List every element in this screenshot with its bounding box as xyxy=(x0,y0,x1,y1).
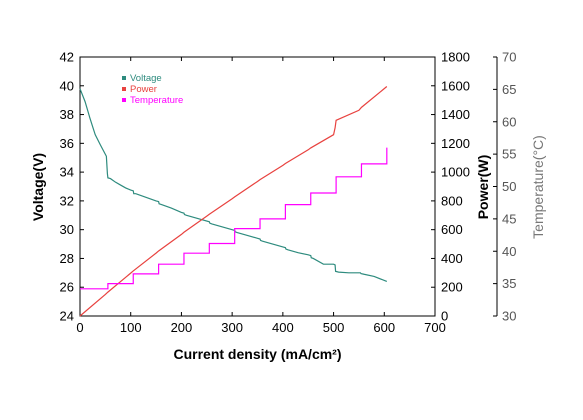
voltage-tick-label: 30 xyxy=(60,222,74,237)
legend-swatch-power xyxy=(122,87,126,91)
x-tick-label: 700 xyxy=(424,320,446,335)
legend-label-power: Power xyxy=(130,84,157,95)
power-tick-label: 200 xyxy=(441,280,463,295)
plot-frame xyxy=(79,56,436,317)
chart-axis-titles: Current density (mA/cm²) Voltage(V) Power(… xyxy=(30,135,546,362)
chart-series-layer xyxy=(79,86,388,317)
power-tick-label: 600 xyxy=(441,222,463,237)
x-axis-title: Current density (mA/cm²) xyxy=(173,346,341,362)
voltage-axis-title: Voltage(V) xyxy=(30,153,46,221)
power-tick-label: 1800 xyxy=(441,50,470,65)
x-tick-label: 400 xyxy=(272,320,294,335)
x-tick-label: 500 xyxy=(323,320,345,335)
voltage-tick-label: 28 xyxy=(60,251,74,266)
power-tick-label: 1200 xyxy=(441,136,470,151)
temperature-tick-label: 40 xyxy=(502,244,516,259)
power-tick-label: 400 xyxy=(441,251,463,266)
power-series-line xyxy=(79,86,388,317)
power-tick-label: 0 xyxy=(441,309,448,324)
x-tick-label: 0 xyxy=(76,320,83,335)
voltage-tick-label: 38 xyxy=(60,107,74,122)
voltage-tick-label: 40 xyxy=(60,78,74,93)
temperature-series-line xyxy=(80,147,388,290)
temperature-axis-title: Temperature(°C) xyxy=(530,135,546,239)
x-tick-label: 600 xyxy=(373,320,395,335)
voltage-series-line xyxy=(79,88,388,283)
voltage-tick-label: 24 xyxy=(60,309,74,324)
temperature-tick-label: 50 xyxy=(502,179,516,194)
voltage-tick-label: 36 xyxy=(60,136,74,151)
temperature-tick-label: 60 xyxy=(502,114,516,129)
temperature-tick-label: 70 xyxy=(502,50,516,65)
temperature-tick-label: 65 xyxy=(502,82,516,97)
power-tick-label: 1000 xyxy=(441,165,470,180)
power-tick-label: 800 xyxy=(441,193,463,208)
legend-label-temperature: Temperature xyxy=(130,95,183,106)
temperature-tick-label: 30 xyxy=(502,309,516,324)
power-axis-title: Power(W) xyxy=(475,155,491,220)
legend-swatch-voltage xyxy=(122,76,126,80)
chart-axes: 0 100 200 300 400 500 600 700242628303234363840… xyxy=(60,50,517,336)
power-tick-label: 1400 xyxy=(441,107,470,122)
x-tick-label: 300 xyxy=(221,320,243,335)
temperature-tick-label: 55 xyxy=(502,147,516,162)
power-tick-label: 1600 xyxy=(441,78,470,93)
temperature-tick-label: 35 xyxy=(502,276,516,291)
x-tick-label: 200 xyxy=(171,320,193,335)
temperature-tick-label: 45 xyxy=(502,211,516,226)
voltage-tick-label: 26 xyxy=(60,280,74,295)
voltage-tick-label: 34 xyxy=(60,165,74,180)
voltage-tick-label: 42 xyxy=(60,50,74,65)
legend-swatch-temperature xyxy=(122,98,126,102)
legend-label-voltage: Voltage xyxy=(130,73,162,84)
voltage-tick-label: 32 xyxy=(60,193,74,208)
x-tick-label: 100 xyxy=(120,320,142,335)
